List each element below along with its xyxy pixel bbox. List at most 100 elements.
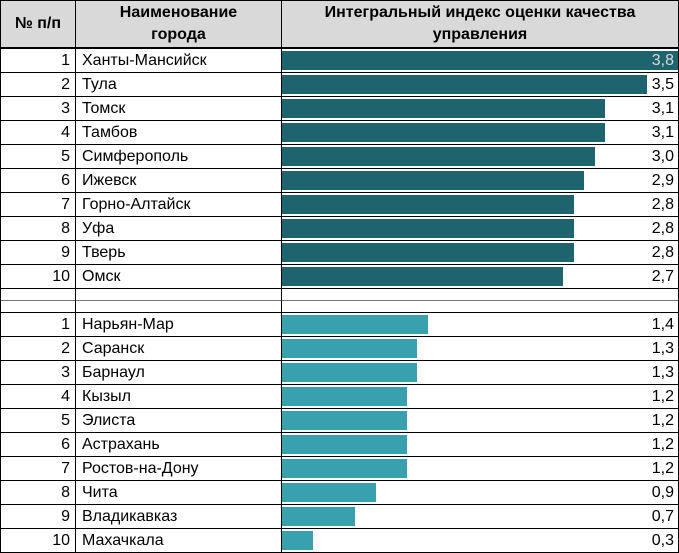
table-row: 1 Нарьян-Мар 1,4: [1, 313, 678, 337]
value-label: 2,8: [651, 195, 674, 213]
value-bar: [282, 195, 574, 214]
rank-cell: 4: [1, 121, 76, 144]
value-bar: [282, 147, 595, 166]
city-cell: Тамбов: [76, 121, 282, 144]
index-cell: 3,8: [282, 49, 678, 72]
index-cell: 0,9: [282, 481, 678, 504]
table-row: 2 Тула 3,5: [1, 73, 678, 97]
table-row: 6 Ижевск 2,9: [1, 169, 678, 193]
index-cell: 1,3: [282, 337, 678, 360]
table-row: 8 Чита 0,9: [1, 481, 678, 505]
city-cell: Ханты-Мансийск: [76, 49, 282, 72]
rank-cell: 10: [1, 529, 76, 552]
table-row: 9 Владикавказ 0,7: [1, 505, 678, 529]
header-city-column: Наименование города: [76, 1, 282, 47]
value-label: 3,1: [651, 123, 674, 141]
rank-cell: 3: [1, 97, 76, 120]
rank-cell: 2: [1, 337, 76, 360]
rank-cell: 6: [1, 433, 76, 456]
city-cell: Тверь: [76, 241, 282, 264]
value-label: 2,9: [651, 171, 674, 189]
index-cell: 3,0: [282, 145, 678, 168]
table-row: 5 Элиста 1,2: [1, 409, 678, 433]
value-label: 3,1: [651, 99, 674, 117]
table-row: 5 Симферополь 3,0: [1, 145, 678, 169]
index-cell: 3,5: [282, 73, 678, 96]
value-label: 1,2: [651, 387, 674, 405]
index-cell: 1,2: [282, 433, 678, 456]
value-bar: [282, 507, 355, 526]
index-cell: 2,8: [282, 217, 678, 240]
rank-cell: 6: [1, 169, 76, 192]
rank-cell: 3: [1, 361, 76, 384]
table-row: 8 Уфа 2,8: [1, 217, 678, 241]
city-cell: Элиста: [76, 409, 282, 432]
rank-cell: 8: [1, 481, 76, 504]
index-cell: 1,2: [282, 385, 678, 408]
city-cell: Уфа: [76, 217, 282, 240]
rank-cell: 5: [1, 145, 76, 168]
value-label: 1,2: [651, 435, 674, 453]
table-row: 1 Ханты-Мансийск 3,8: [1, 49, 678, 73]
table-row: 4 Тамбов 3,1: [1, 121, 678, 145]
index-cell: 3,1: [282, 121, 678, 144]
value-bar: [282, 75, 647, 94]
value-bar: [282, 435, 408, 454]
rank-cell: 5: [1, 409, 76, 432]
index-cell: 2,9: [282, 169, 678, 192]
rank-cell: 7: [1, 193, 76, 216]
city-cell: Омск: [76, 265, 282, 288]
city-cell: Нарьян-Мар: [76, 313, 282, 336]
rank-cell: 8: [1, 217, 76, 240]
value-bar: [282, 315, 428, 334]
value-label: 1,4: [651, 315, 674, 333]
city-cell: Ижевск: [76, 169, 282, 192]
value-bar: [282, 339, 418, 358]
table-row: 9 Тверь 2,8: [1, 241, 678, 265]
city-cell: Кызыл: [76, 385, 282, 408]
city-cell: Ростов-на-Дону: [76, 457, 282, 480]
city-cell: Томск: [76, 97, 282, 120]
header-index-column: Интегральный индекс оценки качества упра…: [324, 3, 636, 43]
rank-cell: 9: [1, 505, 76, 528]
table-row: 7 Горно-Алтайск 2,8: [1, 193, 678, 217]
separator-rank-cell: [1, 289, 76, 312]
value-bar: [282, 387, 408, 406]
city-cell: Владикавказ: [76, 505, 282, 528]
table-row: 4 Кызыл 1,2: [1, 385, 678, 409]
rank-cell: 10: [1, 265, 76, 288]
value-bar: [282, 51, 678, 70]
value-label: 0,3: [651, 531, 674, 549]
city-cell: Махачкала: [76, 529, 282, 552]
rank-cell: 7: [1, 457, 76, 480]
table-row: 10 Махачкала 0,3: [1, 529, 678, 553]
value-label: 0,7: [651, 507, 674, 525]
value-label: 1,3: [651, 339, 674, 357]
city-cell: Чита: [76, 481, 282, 504]
value-label: 3,5: [651, 75, 674, 93]
table-row: 3 Барнаул 1,3: [1, 361, 678, 385]
value-label: 1,2: [651, 459, 674, 477]
value-bar: [282, 459, 408, 478]
city-cell: Тула: [76, 73, 282, 96]
rank-cell: 9: [1, 241, 76, 264]
value-bar: [282, 531, 314, 550]
rank-cell: 1: [1, 49, 76, 72]
index-cell: 1,2: [282, 457, 678, 480]
city-cell: Симферополь: [76, 145, 282, 168]
table-header-row: № п/п Наименование города Интегральный и…: [1, 1, 678, 49]
value-label: 1,2: [651, 411, 674, 429]
value-bar: [282, 267, 564, 286]
value-label: 0,9: [651, 483, 674, 501]
index-cell: 0,7: [282, 505, 678, 528]
value-bar: [282, 123, 606, 142]
value-bar: [282, 171, 585, 190]
value-bar: [282, 411, 408, 430]
index-cell: 2,7: [282, 265, 678, 288]
city-cell: Горно-Алтайск: [76, 193, 282, 216]
separator-index-cell: [282, 289, 678, 312]
table-row: 2 Саранск 1,3: [1, 337, 678, 361]
index-cell: 1,2: [282, 409, 678, 432]
index-cell: 2,8: [282, 193, 678, 216]
